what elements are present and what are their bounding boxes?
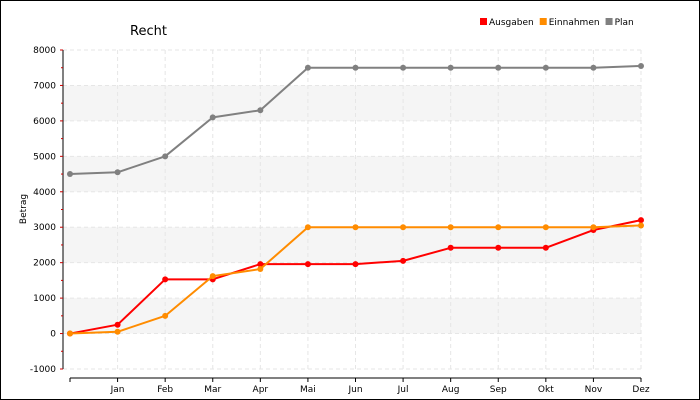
x-tick-label: Sep [490,385,507,395]
x-tick-label: Feb [157,385,173,395]
plot-band [63,85,641,121]
x-tick-label: Jan [110,385,125,395]
plot-band [63,227,641,263]
data-point [542,244,549,251]
data-point [209,273,216,280]
data-point [162,276,169,283]
data-point [352,224,359,231]
legend-label: Plan [615,18,634,28]
x-tick-label: Nov [585,385,603,395]
data-point [114,321,121,328]
data-point [304,261,311,268]
x-tick-label: Dez [632,385,649,395]
data-point [209,114,216,121]
data-point [352,64,359,71]
data-point [352,261,359,268]
y-tick-label: 3000 [33,223,56,233]
data-point [400,224,407,231]
data-point [590,64,597,71]
data-point [638,222,644,229]
data-point [257,261,264,268]
data-point [447,64,454,71]
x-tick-label: Mar [204,385,221,395]
data-point [400,257,407,264]
data-point [638,217,644,224]
y-tick-label: 2000 [33,259,56,269]
y-tick-label: -1000 [30,365,56,375]
data-point [114,169,121,176]
plot-bands [63,85,641,334]
x-tick-label: Jun [347,385,362,395]
plot-band [63,156,641,192]
y-tick-label: 0 [50,330,56,340]
data-point [447,244,454,251]
data-point [304,64,311,71]
legend: Ausgaben Einnahmen Plan [480,18,634,28]
data-point [590,224,597,231]
legend-swatch [539,18,547,25]
data-point [400,64,407,71]
legend-label: Einnahmen [549,18,600,28]
y-tick-label: 8000 [33,46,56,56]
series-einnahmen [67,222,644,337]
data-point [257,107,264,114]
data-point [495,224,502,231]
data-point [67,330,73,337]
chart-title: Recht [130,24,167,39]
x-tick-label: Apr [253,385,269,395]
x-tick-label: Aug [442,385,460,395]
data-point [542,224,549,231]
x-tick-label: Jul [397,385,409,395]
data-point [638,62,644,69]
legend-swatch [480,18,487,25]
series-plan [67,62,644,178]
series-layer [67,62,644,337]
data-point [542,64,549,71]
y-axis-title: Betrag [19,194,29,224]
y-tick-label: 4000 [33,188,56,198]
y-tick-label: 5000 [33,152,56,162]
data-point [304,224,311,231]
x-tick-label: Mai [300,385,316,395]
y-tick-label: 7000 [33,81,56,91]
data-point [67,171,73,178]
axes [60,49,642,382]
data-point [495,64,502,71]
y-tick-label: 1000 [33,294,56,304]
data-point [114,328,121,335]
tick-labels: -1000 0 1000 2000 3000 4000 5000 6000 7000 8000 Ja… [30,46,650,395]
y-tick-label: 6000 [33,117,56,127]
plot-band [63,298,641,334]
x-tick-label: Okt [538,385,554,395]
legend-swatch [605,18,613,25]
data-point [447,224,454,231]
data-point [162,312,169,319]
data-point [495,244,502,251]
data-point [162,153,169,160]
legend-label: Ausgaben [489,18,534,28]
data-point [257,266,264,273]
